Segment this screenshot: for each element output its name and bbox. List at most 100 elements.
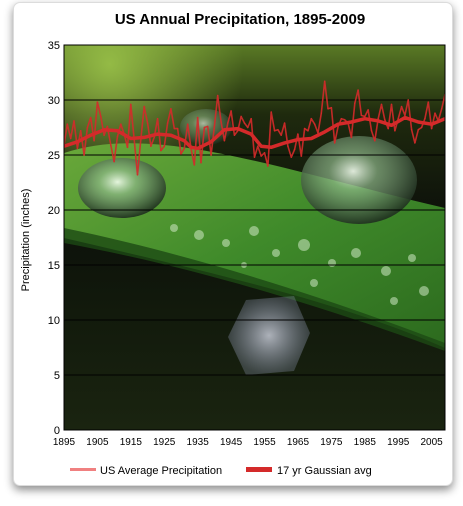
x-tick-label-1955: 1955	[253, 437, 276, 448]
data-point-1922	[153, 136, 155, 139]
data-point-1963	[290, 156, 292, 158]
data-point-1928	[173, 127, 175, 130]
y-tick-label-10: 10	[48, 315, 60, 327]
data-point-1907	[103, 134, 105, 136]
data-point-1938	[207, 125, 209, 128]
data-point-1973	[323, 80, 326, 83]
data-point-1909	[110, 144, 112, 146]
data-point-1937	[203, 126, 206, 129]
data-point-1921	[150, 145, 152, 147]
chart-svg: US Annual Precipitation, 1895-2009	[20, 11, 446, 477]
data-point-1954	[260, 155, 262, 157]
data-point-1900	[80, 130, 82, 132]
data-point-1904	[93, 140, 95, 142]
data-point-1899	[76, 147, 79, 150]
data-point-1987	[370, 130, 373, 132]
data-point-1976	[334, 142, 336, 144]
data-point-1906	[100, 115, 102, 118]
y-tick-label-30: 30	[48, 95, 60, 107]
data-point-1926	[166, 122, 169, 124]
data-point-1905	[96, 101, 99, 103]
data-point-1955	[263, 152, 266, 154]
data-point-1942	[220, 121, 222, 123]
data-point-1923	[156, 118, 159, 120]
data-point-1939	[210, 154, 212, 156]
data-point-1989	[377, 118, 379, 120]
data-point-1930	[180, 153, 182, 155]
legend: US Average Precipitation 17 yr Gaussian …	[70, 465, 372, 477]
data-point-1901	[83, 154, 85, 156]
x-tick-label-1945: 1945	[220, 437, 243, 448]
data-point-1991	[384, 119, 386, 121]
data-point-1944	[227, 122, 229, 124]
data-point-1946	[233, 134, 236, 136]
chart-card: US Annual Precipitation, 1895-2009	[13, 2, 453, 486]
y-tick-label-35: 35	[48, 40, 60, 52]
data-point-1978	[340, 118, 343, 120]
data-point-1993	[390, 103, 393, 106]
data-point-1998	[407, 99, 409, 101]
data-point-1950	[247, 126, 249, 129]
data-point-1943	[223, 140, 226, 142]
y-tick-label-0: 0	[54, 425, 60, 437]
data-point-1970	[313, 123, 316, 125]
data-point-1988	[374, 140, 376, 142]
data-point-1982	[354, 102, 356, 105]
data-point-1940	[213, 125, 216, 128]
data-point-1935	[196, 116, 199, 119]
x-tick-label-1925: 1925	[153, 437, 176, 448]
data-point-1956	[267, 165, 269, 167]
x-tick-label-1985: 1985	[354, 437, 377, 448]
data-point-1919	[143, 105, 145, 108]
data-point-2008	[440, 108, 443, 110]
data-point-1936	[200, 162, 202, 164]
data-point-1968	[307, 130, 309, 132]
chart-title: US Annual Precipitation, 1895-2009	[115, 11, 365, 28]
data-point-1902	[86, 126, 89, 129]
y-tick-labels: 0 5 10 15 20 25 30 35	[48, 40, 60, 437]
data-point-1941	[217, 94, 219, 97]
data-point-2001	[417, 129, 419, 131]
x-tick-label-1965: 1965	[287, 437, 310, 448]
y-tick-label-20: 20	[48, 205, 60, 217]
data-point-1995	[397, 118, 399, 120]
x-tick-label-1975: 1975	[320, 437, 343, 448]
data-point-1974	[327, 108, 329, 110]
data-point-1949	[243, 122, 246, 124]
data-point-1958	[273, 130, 276, 132]
data-point-1994	[394, 130, 396, 132]
x-tick-labels: 1895 1905 1915 1925 1935 1945 1955 1965 1975 1985…	[53, 437, 443, 448]
data-point-1992	[387, 127, 389, 130]
data-point-1984	[360, 114, 363, 117]
data-point-1932	[186, 123, 189, 125]
legend-label-raw: US Average Precipitation	[100, 465, 222, 477]
data-point-1967	[303, 127, 306, 130]
data-point-1929	[176, 127, 179, 130]
data-point-1917	[136, 174, 139, 176]
data-point-1903	[90, 116, 92, 119]
data-point-1961	[283, 122, 286, 124]
data-point-1914	[126, 146, 129, 148]
data-point-1924	[160, 149, 162, 152]
data-point-1951	[250, 118, 252, 120]
x-tick-label-1905: 1905	[86, 437, 109, 448]
data-point-1920	[146, 122, 149, 124]
data-point-1934	[193, 164, 196, 166]
x-tick-label-2005: 2005	[421, 437, 444, 448]
data-point-1959	[277, 129, 279, 131]
data-point-1986	[367, 109, 369, 111]
data-point-1910	[113, 160, 115, 163]
data-point-1953	[257, 145, 259, 147]
legend-swatch-avg	[246, 467, 272, 472]
data-point-1897	[69, 137, 72, 140]
data-point-2003	[424, 118, 426, 120]
data-point-1960	[280, 134, 282, 136]
data-point-1966	[300, 155, 302, 157]
data-point-1964	[293, 148, 296, 151]
data-point-1985	[364, 115, 366, 118]
data-point-1965	[297, 133, 299, 135]
data-point-1999	[410, 129, 413, 131]
gridlines	[64, 99, 445, 376]
data-point-2004	[427, 101, 429, 103]
x-tick-label-1895: 1895	[53, 437, 76, 448]
